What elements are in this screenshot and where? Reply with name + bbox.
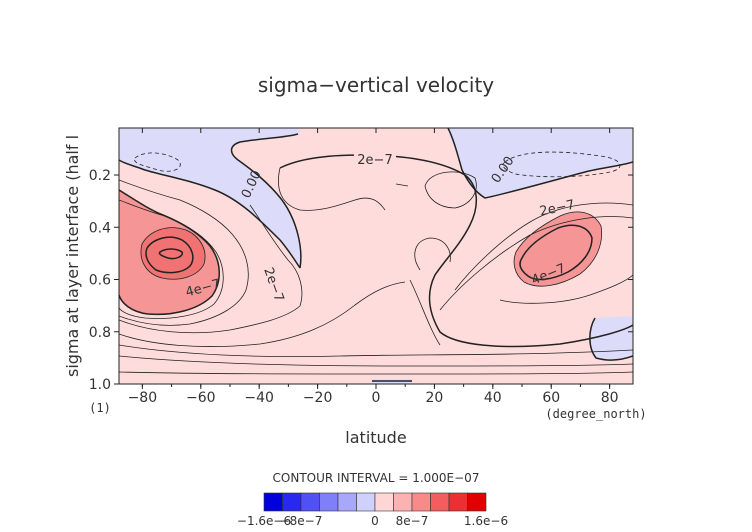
colorbar-swatch [356, 492, 376, 512]
colorbar-swatch [467, 492, 487, 512]
colorbar-swatch [374, 492, 394, 512]
x-tick-label: 80 [601, 390, 619, 406]
colorbar-swatch [319, 492, 339, 512]
colorbar-label: −8e−7 [280, 514, 323, 528]
x-tick-label: −40 [244, 390, 274, 406]
colorbar-swatch [430, 492, 450, 512]
colorbar-label: −1.6e−6 [237, 514, 291, 528]
colorbar-labels: −1.6e−6−8e−7 0 8e−7 1.6e−6 [237, 514, 508, 528]
y-axis-label: sigma at layer interface (half l [63, 135, 82, 377]
x-axis-label: latitude [345, 428, 406, 447]
x-tick-label: 0 [372, 390, 381, 406]
y-tick-label: 0.4 [89, 220, 111, 236]
contour-label: 2e−7 [538, 198, 576, 220]
contour-label-bg [354, 152, 396, 166]
contour-lines [119, 128, 633, 382]
x-tick-label: 40 [484, 390, 502, 406]
x-axis: −80 −60 −40 −20 0 20 40 60 80 [128, 128, 619, 406]
chart-title: sigma−vertical velocity [258, 73, 494, 97]
y-tick-label: 0.6 [89, 273, 111, 289]
colorbar [263, 492, 487, 512]
y-tick-label: 0.2 [89, 168, 111, 184]
y-tick-label: 1.0 [89, 377, 111, 393]
y-tick-label: 0.8 [89, 325, 111, 341]
positive-region-right [514, 211, 602, 287]
negative-region-bottom-right [589, 316, 633, 361]
colorbar-swatch [393, 492, 413, 512]
x-tick-label: −80 [128, 390, 158, 406]
colorbar-label: 0 [371, 514, 379, 528]
contour-label: 2e−7 [357, 153, 392, 168]
negative-region-right [448, 128, 633, 198]
y-axis: 0.2 0.4 0.6 0.8 1.0 [89, 168, 633, 393]
colorbar-swatch [263, 492, 283, 512]
x-tick-label: −60 [186, 390, 216, 406]
colorbar-label: 1.6e−6 [464, 514, 508, 528]
colorbar-swatch [282, 492, 302, 512]
x-tick-label: 20 [425, 390, 443, 406]
colorbar-swatch [411, 492, 431, 512]
x-axis-units: (degree_north) [545, 407, 646, 421]
plot-area: 2e−7 0.00 0.00 2e−7 4e−7 2e−7 4e−7 [119, 128, 633, 384]
colorbar-swatch [300, 492, 320, 512]
colorbar-swatch [337, 492, 357, 512]
x-tick-label: 60 [542, 390, 560, 406]
colorbar-swatch [448, 492, 468, 512]
negative-region-left [119, 128, 301, 268]
y-axis-units: (1) [89, 401, 111, 415]
colorbar-label: 8e−7 [396, 514, 429, 528]
contour-interval-text: CONTOUR INTERVAL = 1.000E−07 [273, 471, 480, 485]
x-tick-label: −20 [303, 390, 333, 406]
